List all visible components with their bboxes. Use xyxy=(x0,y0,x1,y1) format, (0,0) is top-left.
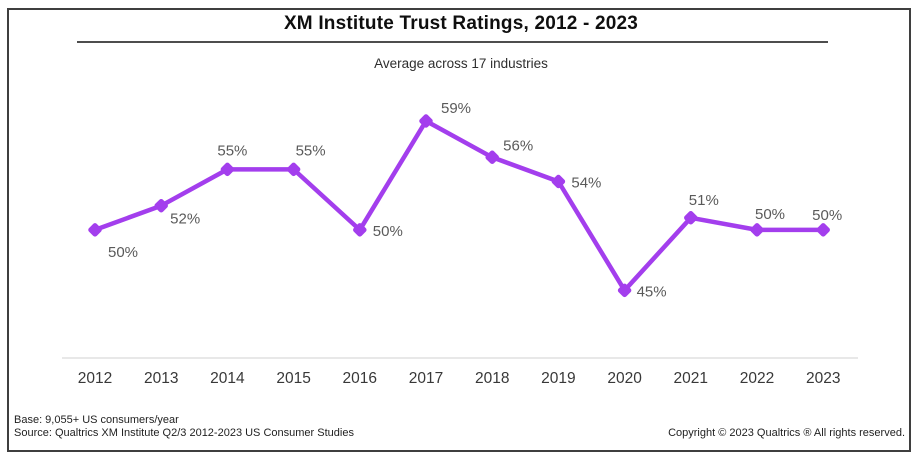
data-point-2022 xyxy=(750,223,764,237)
data-point-2012 xyxy=(88,223,102,237)
chart-footer: Base: 9,055+ US consumers/year Source: Q… xyxy=(14,414,905,440)
year-label-2017: 2017 xyxy=(409,370,443,387)
value-label-2018: 56% xyxy=(503,137,533,154)
year-label-2012: 2012 xyxy=(78,370,112,387)
source-note: Source: Qualtrics XM Institute Q2/3 2012… xyxy=(14,427,354,439)
year-label-2020: 2020 xyxy=(607,370,642,387)
year-label-2019: 2019 xyxy=(541,370,575,387)
value-label-2021: 51% xyxy=(689,192,719,209)
value-label-2013: 52% xyxy=(170,211,200,228)
data-point-2014 xyxy=(220,162,235,177)
data-point-2023 xyxy=(816,223,830,237)
data-point-2015 xyxy=(286,162,301,177)
title-divider xyxy=(77,41,828,43)
data-point-2017 xyxy=(419,114,433,128)
data-point-2018 xyxy=(485,150,499,165)
value-label-2014: 55% xyxy=(217,142,247,159)
year-label-2022: 2022 xyxy=(740,370,774,387)
value-label-2022: 50% xyxy=(755,206,785,223)
value-label-2019: 54% xyxy=(571,175,601,192)
value-label-2012: 50% xyxy=(108,244,138,261)
base-note: Base: 9,055+ US consumers/year xyxy=(14,414,179,426)
chart-title: XM Institute Trust Ratings, 2012 - 2023 xyxy=(283,13,639,34)
year-label-2015: 2015 xyxy=(276,370,310,387)
year-label-2016: 2016 xyxy=(343,370,377,387)
data-point-2013 xyxy=(154,198,168,213)
chart-subtitle: Average across 17 industries xyxy=(374,56,548,71)
year-label-2013: 2013 xyxy=(144,370,178,387)
copyright-note: Copyright © 2023 Qualtrics ® All rights … xyxy=(668,427,905,439)
value-label-2017: 59% xyxy=(441,100,471,117)
data-point-2021 xyxy=(684,211,698,225)
value-label-2016: 50% xyxy=(373,223,403,240)
year-label-2014: 2014 xyxy=(210,370,245,387)
year-label-2021: 2021 xyxy=(674,370,708,387)
year-label-2023: 2023 xyxy=(806,370,840,387)
footer-notes: Base: 9,055+ US consumers/year Source: Q… xyxy=(14,414,354,440)
value-label-2015: 55% xyxy=(296,142,326,159)
data-point-2019 xyxy=(551,174,566,189)
trust-line-series xyxy=(92,118,826,293)
value-label-2020: 45% xyxy=(637,283,667,300)
data-point-2020 xyxy=(617,283,632,298)
year-label-2018: 2018 xyxy=(475,370,509,387)
data-point-2016 xyxy=(353,223,367,237)
value-label-2023: 50% xyxy=(812,207,842,224)
